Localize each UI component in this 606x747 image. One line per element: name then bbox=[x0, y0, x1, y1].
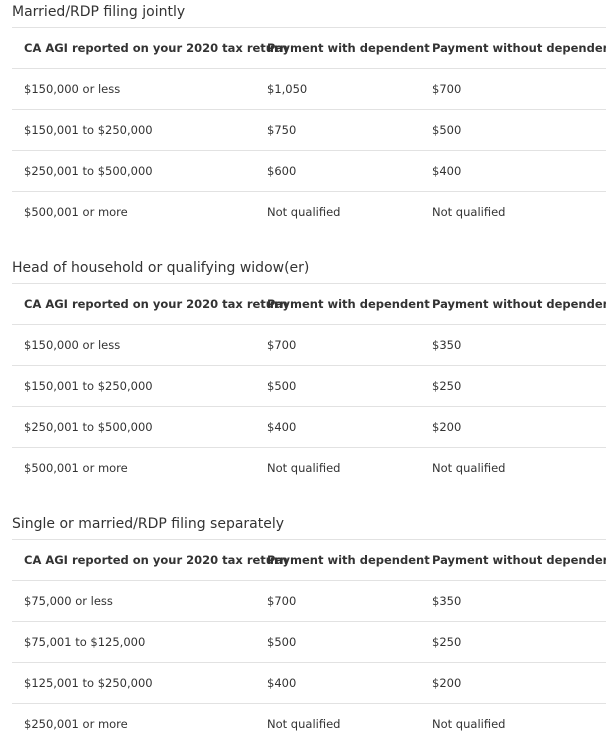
table-row: $150,000 or less $700 $350 bbox=[12, 324, 606, 365]
section-title: Married/RDP filing jointly bbox=[12, 4, 186, 20]
table-cell: $400 bbox=[267, 420, 297, 434]
table-row: $500,001 or more Not qualified Not qualifi… bbox=[12, 447, 606, 488]
table-cell: $200 bbox=[432, 676, 462, 690]
table-cell: $500 bbox=[267, 635, 297, 649]
header-cell: CA AGI reported on your 2020 tax return bbox=[24, 41, 288, 55]
table-cell: $700 bbox=[432, 82, 462, 96]
table-cell: $250,001 or more bbox=[24, 717, 128, 731]
table-cell: $350 bbox=[432, 338, 462, 352]
table-cell: $125,001 to $250,000 bbox=[24, 676, 153, 690]
table-row: $250,001 or more Not qualified Not qualifi… bbox=[12, 703, 606, 744]
table-cell: Not qualified bbox=[432, 461, 506, 475]
table-cell: $350 bbox=[432, 594, 462, 608]
header-cell: Payment without dependent bbox=[432, 297, 606, 311]
table-cell: $700 bbox=[267, 338, 297, 352]
header-cell: Payment without dependent bbox=[432, 553, 606, 567]
table-cell: Not qualified bbox=[267, 717, 341, 731]
table-cell: Not qualified bbox=[432, 205, 506, 219]
header-row: CA AGI reported on your 2020 tax return P… bbox=[12, 283, 606, 324]
table-cell: $200 bbox=[432, 420, 462, 434]
table-row: $150,001 to $250,000 $750 $500 bbox=[12, 109, 606, 150]
table-cell: $150,001 to $250,000 bbox=[24, 379, 153, 393]
table-row: $150,001 to $250,000 $500 $250 bbox=[12, 365, 606, 406]
table-cell: $600 bbox=[267, 164, 297, 178]
table-cell: $250,001 to $500,000 bbox=[24, 420, 153, 434]
table-cell: $500 bbox=[432, 123, 462, 137]
table-cell: $150,000 or less bbox=[24, 82, 121, 96]
table-cell: Not qualified bbox=[432, 717, 506, 731]
section-title: Head of household or qualifying widow(er… bbox=[12, 260, 310, 276]
table-cell: $150,001 to $250,000 bbox=[24, 123, 153, 137]
table-cell: $250 bbox=[432, 635, 462, 649]
table-cell: $75,001 to $125,000 bbox=[24, 635, 146, 649]
table-cell: $150,000 or less bbox=[24, 338, 121, 352]
table-row: $75,001 to $125,000 $500 $250 bbox=[12, 621, 606, 662]
table-cell: $1,050 bbox=[267, 82, 308, 96]
table-row: $250,001 to $500,000 $600 $400 bbox=[12, 150, 606, 191]
header-cell: Payment without dependent bbox=[432, 41, 606, 55]
table-row: $500,001 or more Not qualified Not qualifi… bbox=[12, 191, 606, 232]
table-cell: $500 bbox=[267, 379, 297, 393]
table-cell: Not qualified bbox=[267, 205, 341, 219]
table-cell: $250 bbox=[432, 379, 462, 393]
table-cell: Not qualified bbox=[267, 461, 341, 475]
table-row: $150,000 or less $1,050 $700 bbox=[12, 68, 606, 109]
header-row: CA AGI reported on your 2020 tax return P… bbox=[12, 27, 606, 68]
header-cell: Payment with dependent bbox=[267, 553, 430, 567]
header-cell: CA AGI reported on your 2020 tax return bbox=[24, 553, 288, 567]
header-cell: Payment with dependent bbox=[267, 41, 430, 55]
header-row: CA AGI reported on your 2020 tax return P… bbox=[12, 539, 606, 580]
header-cell: CA AGI reported on your 2020 tax return bbox=[24, 297, 288, 311]
table-cell: $75,000 or less bbox=[24, 594, 113, 608]
table-row: $250,001 to $500,000 $400 $200 bbox=[12, 406, 606, 447]
table-cell: $400 bbox=[432, 164, 462, 178]
table-row: $75,000 or less $700 $350 bbox=[12, 580, 606, 621]
table-cell: $250,001 to $500,000 bbox=[24, 164, 153, 178]
table-cell: $500,001 or more bbox=[24, 205, 128, 219]
section-title: Single or married/RDP filing separately bbox=[12, 516, 285, 532]
table-cell: $700 bbox=[267, 594, 297, 608]
table-cell: $400 bbox=[267, 676, 297, 690]
table-row: $125,001 to $250,000 $400 $200 bbox=[12, 662, 606, 703]
table-cell: $750 bbox=[267, 123, 297, 137]
header-cell: Payment with dependent bbox=[267, 297, 430, 311]
table-cell: $500,001 or more bbox=[24, 461, 128, 475]
